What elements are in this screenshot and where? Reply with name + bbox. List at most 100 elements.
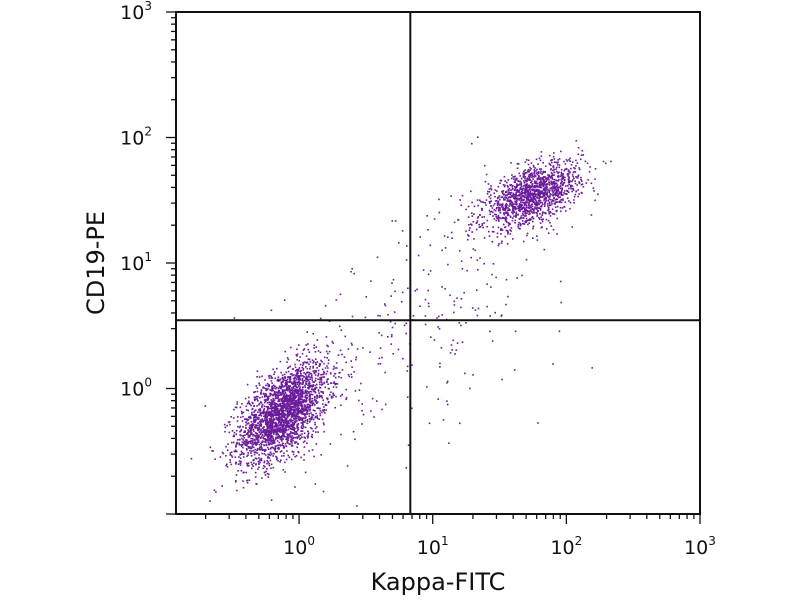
event-dot — [526, 177, 529, 180]
event-dot — [560, 172, 563, 175]
event-dot — [540, 168, 542, 170]
event-dot — [260, 401, 262, 403]
event-dot — [461, 341, 464, 343]
event-dot — [245, 426, 247, 429]
event-dot — [526, 170, 529, 173]
event-dot — [295, 386, 298, 388]
event-dot — [283, 428, 286, 430]
event-dot — [553, 197, 555, 200]
event-dot — [313, 390, 315, 393]
event-dot — [507, 193, 510, 196]
event-dot — [261, 396, 264, 398]
event-dot — [501, 191, 504, 193]
event-dot — [507, 214, 509, 217]
event-dot — [283, 445, 285, 447]
event-dot — [551, 177, 553, 179]
event-dot — [274, 423, 277, 426]
event-dot — [282, 469, 285, 471]
event-dot — [289, 432, 292, 435]
event-dot — [496, 202, 499, 204]
event-dot — [452, 339, 454, 342]
event-dot — [307, 382, 310, 385]
event-dot — [234, 481, 237, 483]
event-dot — [536, 183, 539, 185]
event-dot — [278, 418, 280, 420]
event-dot — [257, 424, 259, 427]
event-dot — [263, 444, 266, 447]
event-dot — [510, 230, 512, 232]
event-dot — [479, 257, 481, 259]
event-dot — [494, 213, 496, 216]
event-dot — [547, 176, 550, 179]
event-dot — [286, 378, 289, 381]
event-dot — [293, 433, 296, 436]
event-dot — [507, 186, 509, 188]
event-dot — [212, 450, 214, 452]
event-dot — [495, 207, 498, 210]
event-dot — [458, 322, 461, 324]
event-dot — [229, 459, 231, 461]
event-dot — [253, 453, 256, 456]
event-dot — [274, 404, 276, 407]
event-dot — [505, 206, 507, 209]
event-dot — [509, 223, 511, 225]
event-dot — [287, 437, 290, 439]
event-dot — [557, 161, 559, 163]
event-dot — [543, 205, 546, 207]
event-dot — [241, 437, 243, 440]
event-dots — [190, 136, 612, 507]
event-dot — [299, 397, 301, 400]
event-dot — [520, 194, 522, 196]
event-dot — [389, 321, 392, 323]
event-dot — [270, 410, 273, 412]
event-dot — [275, 391, 278, 393]
event-dot — [492, 263, 495, 265]
event-dot — [239, 430, 241, 433]
event-dot — [536, 235, 538, 237]
event-dot — [286, 423, 288, 426]
event-dot — [570, 164, 573, 166]
event-dot — [268, 453, 271, 456]
event-dot — [247, 447, 250, 449]
plot-frame — [175, 11, 701, 515]
event-dot — [532, 217, 535, 220]
event-dot — [319, 387, 322, 389]
event-dot — [524, 210, 526, 213]
event-dot — [309, 382, 311, 385]
event-dot — [422, 269, 425, 271]
event-dot — [546, 177, 548, 180]
event-dot — [522, 201, 525, 204]
event-dot — [289, 412, 292, 414]
event-dot — [284, 396, 287, 399]
event-dot — [538, 190, 541, 192]
event-dot — [542, 194, 545, 196]
event-dot — [262, 430, 264, 432]
event-dot — [308, 381, 311, 383]
event-dot — [247, 441, 249, 444]
event-dot — [295, 410, 297, 412]
event-dot — [310, 388, 313, 390]
event-dot — [563, 190, 566, 192]
event-dot — [548, 204, 551, 207]
event-dot — [488, 195, 491, 198]
event-dot — [281, 415, 284, 417]
event-dot — [541, 190, 544, 192]
event-dot — [257, 439, 260, 441]
event-dot — [460, 306, 462, 309]
event-dot — [311, 400, 314, 402]
event-dot — [544, 202, 546, 204]
event-dot — [275, 433, 278, 435]
event-dot — [488, 201, 491, 203]
event-dot — [593, 190, 595, 192]
event-dot — [361, 409, 363, 412]
event-dot — [307, 379, 310, 381]
event-dot — [568, 181, 571, 183]
event-dot — [548, 154, 551, 157]
event-dot — [233, 434, 235, 437]
event-dot — [345, 361, 347, 364]
event-dot — [257, 436, 259, 439]
event-dot — [561, 187, 563, 189]
event-dot — [245, 438, 247, 441]
event-dot — [259, 421, 261, 424]
event-dot — [529, 196, 531, 198]
